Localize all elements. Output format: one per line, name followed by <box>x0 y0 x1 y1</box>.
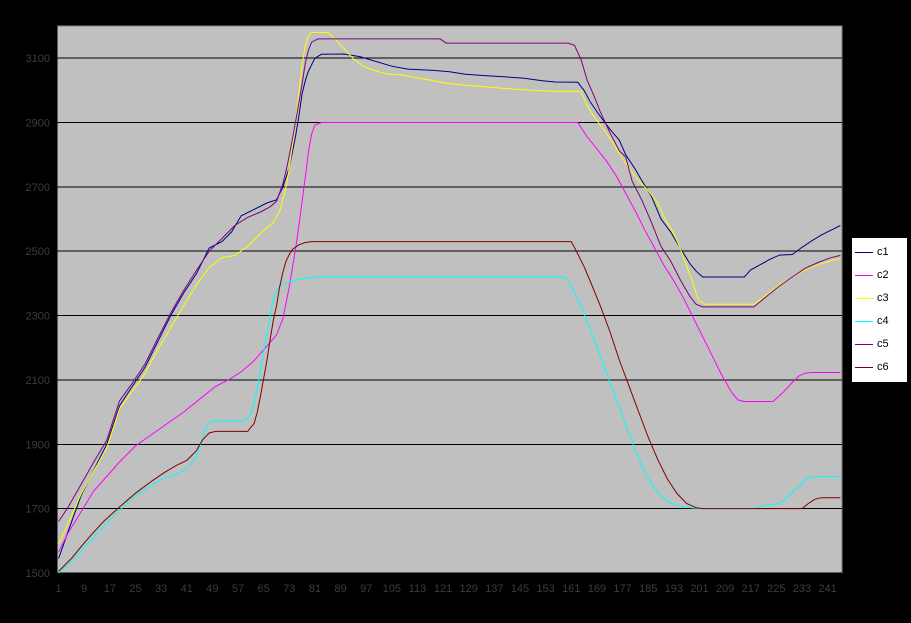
legend-label-c5: c5 <box>877 338 889 350</box>
y-axis-label: 2900 <box>26 118 50 130</box>
legend-item-c1: c1 <box>852 247 907 258</box>
x-axis-label: 185 <box>639 583 657 595</box>
x-axis-label: 25 <box>129 583 141 595</box>
x-axis-label: 105 <box>383 583 401 595</box>
legend-label-c3: c3 <box>877 292 889 304</box>
x-axis-label: 113 <box>409 583 427 595</box>
x-axis-label: 121 <box>434 583 452 595</box>
y-axis-label: 1700 <box>26 504 50 516</box>
legend-line-swatch-c3 <box>855 298 873 299</box>
x-axis-label: 233 <box>793 583 811 595</box>
series-c4-line <box>58 276 841 574</box>
x-axis-label: 153 <box>536 583 554 595</box>
legend-label-c4: c4 <box>877 315 889 327</box>
plot-area <box>56 25 843 574</box>
x-axis-label: 193 <box>665 583 683 595</box>
x-axis-label: 97 <box>360 583 372 595</box>
y-axis-label: 1900 <box>26 439 50 451</box>
legend-label-c6: c6 <box>877 361 889 373</box>
chart-legend: c1 c2 c3 c4 c5 c6 <box>851 237 908 383</box>
x-axis-label: 81 <box>309 583 321 595</box>
x-axis-label: 137 <box>485 583 503 595</box>
y-axis-label: 1500 <box>26 568 50 580</box>
x-axis-label: 169 <box>588 583 606 595</box>
legend-item-c2: c2 <box>852 270 907 281</box>
x-axis-label: 49 <box>206 583 218 595</box>
y-axis-label: 2300 <box>26 311 50 323</box>
series-c5-line <box>58 38 841 522</box>
series-c3-line <box>58 31 841 545</box>
x-axis-label: 161 <box>562 583 580 595</box>
x-axis-label: 177 <box>613 583 631 595</box>
legend-line-swatch-c2 <box>855 275 873 276</box>
x-axis-label: 145 <box>511 583 529 595</box>
y-axis-label: 2500 <box>26 246 50 258</box>
legend-item-c6: c6 <box>852 362 907 373</box>
legend-item-c5: c5 <box>852 339 907 350</box>
legend-item-c3: c3 <box>852 293 907 304</box>
x-axis-label: 217 <box>742 583 760 595</box>
series-c6-line <box>58 241 841 572</box>
y-axis-label: 3100 <box>26 53 50 65</box>
x-axis-label: 65 <box>258 583 270 595</box>
legend-label-c2: c2 <box>877 269 889 281</box>
legend-item-c4: c4 <box>852 316 907 327</box>
x-axis-label: 9 <box>81 583 87 595</box>
y-axis-label: 2100 <box>26 375 50 387</box>
x-axis-label: 201 <box>690 583 708 595</box>
x-axis-label: 1 <box>56 583 62 595</box>
x-axis-label: 89 <box>334 583 346 595</box>
legend-label-c1: c1 <box>877 246 889 258</box>
x-axis-label: 17 <box>104 583 116 595</box>
x-axis-label: 73 <box>283 583 295 595</box>
x-axis-label: 33 <box>155 583 167 595</box>
x-axis-label: 241 <box>818 583 836 595</box>
x-axis-label: 41 <box>181 583 193 595</box>
x-axis-label: 225 <box>767 583 785 595</box>
x-axis-label: 57 <box>232 583 244 595</box>
legend-line-swatch-c4 <box>855 321 873 322</box>
legend-line-swatch-c1 <box>855 252 873 253</box>
x-axis-label: 129 <box>460 583 478 595</box>
legend-line-swatch-c6 <box>855 367 873 368</box>
legend-line-swatch-c5 <box>855 344 873 345</box>
series-c1-line <box>58 53 841 559</box>
series-c2-line <box>58 122 841 553</box>
y-axis-label: 2700 <box>26 182 50 194</box>
x-axis-label: 209 <box>716 583 734 595</box>
